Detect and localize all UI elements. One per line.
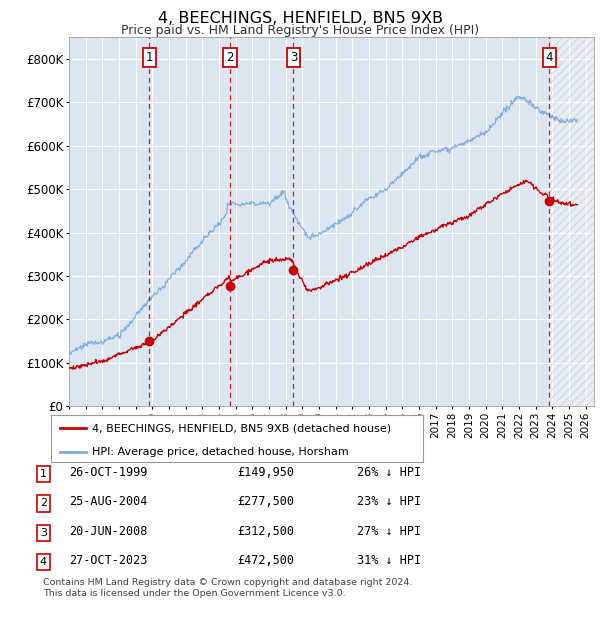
- Text: 4, BEECHINGS, HENFIELD, BN5 9XB (detached house): 4, BEECHINGS, HENFIELD, BN5 9XB (detache…: [92, 423, 391, 433]
- Text: Price paid vs. HM Land Registry's House Price Index (HPI): Price paid vs. HM Land Registry's House …: [121, 24, 479, 37]
- Text: 2: 2: [226, 51, 233, 64]
- Text: 4: 4: [40, 557, 47, 567]
- Text: 2: 2: [40, 498, 47, 508]
- Text: 4, BEECHINGS, HENFIELD, BN5 9XB: 4, BEECHINGS, HENFIELD, BN5 9XB: [157, 11, 443, 26]
- Text: 3: 3: [290, 51, 297, 64]
- Text: £277,500: £277,500: [237, 495, 294, 508]
- Text: 20-JUN-2008: 20-JUN-2008: [69, 525, 148, 538]
- Text: £312,500: £312,500: [237, 525, 294, 538]
- Text: 1: 1: [40, 469, 47, 479]
- Text: £472,500: £472,500: [237, 554, 294, 567]
- Text: 27% ↓ HPI: 27% ↓ HPI: [357, 525, 421, 538]
- Text: £149,950: £149,950: [237, 466, 294, 479]
- Text: Contains HM Land Registry data © Crown copyright and database right 2024.: Contains HM Land Registry data © Crown c…: [43, 578, 413, 587]
- Text: 25-AUG-2004: 25-AUG-2004: [69, 495, 148, 508]
- Text: This data is licensed under the Open Government Licence v3.0.: This data is licensed under the Open Gov…: [43, 589, 346, 598]
- Text: 31% ↓ HPI: 31% ↓ HPI: [357, 554, 421, 567]
- Text: 4: 4: [545, 51, 553, 64]
- Text: 23% ↓ HPI: 23% ↓ HPI: [357, 495, 421, 508]
- Text: 1: 1: [146, 51, 153, 64]
- Text: 3: 3: [40, 528, 47, 538]
- Text: 27-OCT-2023: 27-OCT-2023: [69, 554, 148, 567]
- Text: 26-OCT-1999: 26-OCT-1999: [69, 466, 148, 479]
- Text: HPI: Average price, detached house, Horsham: HPI: Average price, detached house, Hors…: [92, 446, 349, 457]
- Text: 26% ↓ HPI: 26% ↓ HPI: [357, 466, 421, 479]
